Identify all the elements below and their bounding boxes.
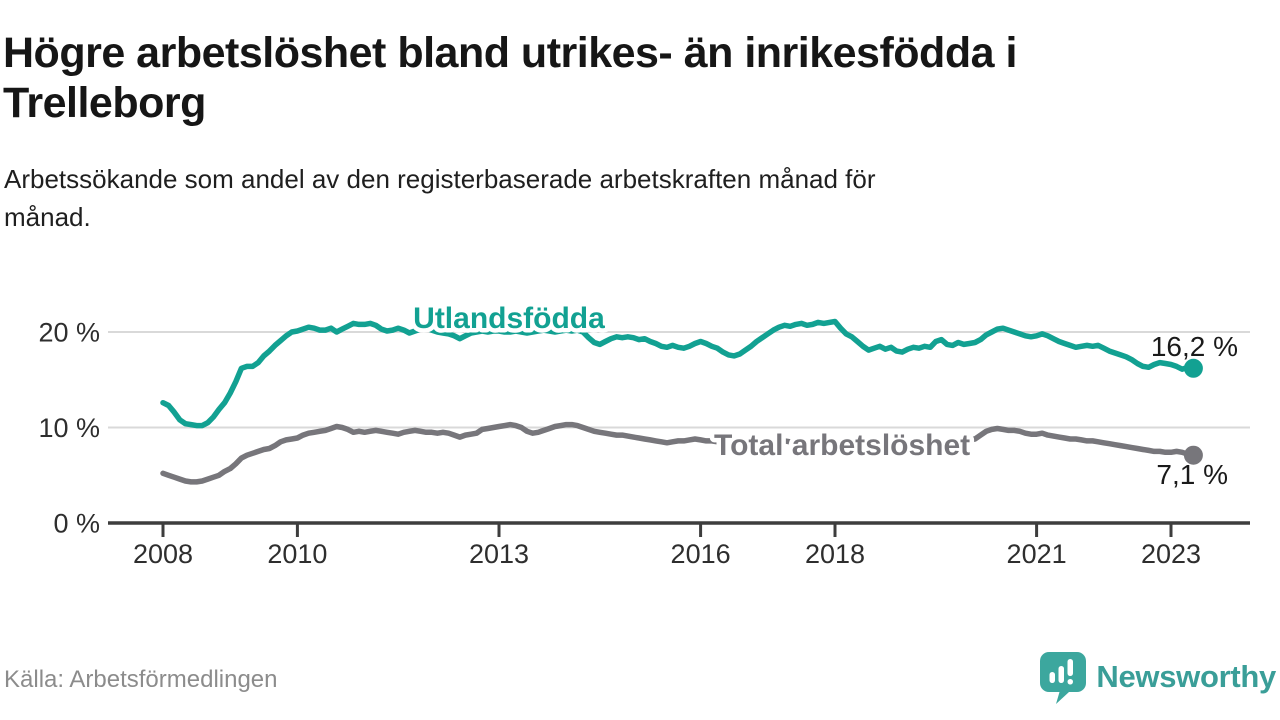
endpoint-dot-total-arbetsloshet [1183,445,1203,465]
end-value-label-utlandsfodda: 16,2 % [1151,331,1238,362]
chart-title-line-2: Trelleborg [3,79,206,127]
x-tick-label-2018: 2018 [805,539,865,569]
series-label-total-arbetsloshet: Total arbetslöshet [714,429,970,462]
x-tick-label-2016: 2016 [671,539,731,569]
source-note: Källa: Arbetsförmedlingen [4,666,278,693]
series-label-utlandsfodda: Utlandsfödda [413,302,605,335]
x-tick-label-2010: 2010 [267,539,327,569]
series-line-utlandsfodda [160,318,1197,429]
x-tick-label-2013: 2013 [469,539,529,569]
chart-subtitle-line-2: månad. [4,202,91,232]
chart-subtitle: Arbetssökande som andel av den registerb… [4,160,1214,236]
newsworthy-speech-bubble-bars-icon [1040,651,1087,704]
x-tick-label-2008: 2008 [133,539,193,569]
y-tick-label-10: 10 % [38,413,100,443]
y-tick-label-0: 0 % [53,509,100,539]
endpoint-dot-utlandsfodda [1183,358,1203,378]
y-tick-label-20: 20 % [38,318,100,348]
chart-title: Högre arbetslöshet bland utrikes- än inr… [3,28,1253,128]
series-line-total-arbetsloshet [160,421,1197,485]
newsworthy-brand: Newsworthy [1038,646,1276,708]
x-tick-label-2021: 2021 [1007,539,1067,569]
x-tick-label-2023: 2023 [1141,539,1201,569]
chart-subtitle-line-1: Arbetssökande som andel av den registerb… [4,164,876,194]
chart-title-line-1: Högre arbetslöshet bland utrikes- än inr… [3,29,1017,77]
end-value-label-total-arbetsloshet: 7,1 % [1156,459,1228,490]
brand-name: Newsworthy [1096,659,1276,694]
